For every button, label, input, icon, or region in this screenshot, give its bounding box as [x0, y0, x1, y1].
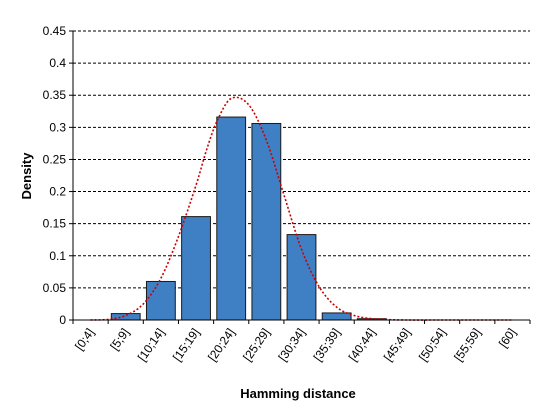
y-tick-label: 0.45: [43, 24, 67, 38]
x-tick-label: [0;4]: [72, 326, 97, 353]
x-tick-labels: [0;4] [5;9] [10;14] [15;19] [20;24] [25;29] [3…: [72, 326, 519, 364]
x-tick-label: [55;59]: [451, 326, 484, 364]
y-tick-label: 0.4: [49, 56, 66, 70]
x-tick-label: [40;44]: [346, 326, 379, 364]
y-tick-label: 0.25: [43, 152, 67, 166]
x-tick-label: [20;24]: [205, 326, 238, 364]
x-tick-label: [35;39]: [311, 326, 344, 364]
x-tick-label: [15;19]: [170, 326, 203, 364]
y-tick-label: 0.35: [43, 88, 67, 102]
y-tick-label: 0.15: [43, 217, 67, 231]
y-tick-label: 0.2: [49, 185, 66, 199]
x-tick-label: [60]: [496, 326, 519, 350]
x-tick-label: [45;49]: [381, 326, 414, 364]
x-tick-label: [30;34]: [275, 326, 308, 364]
x-tick-label: [25;29]: [240, 326, 273, 364]
bar-[35;39]: [322, 313, 351, 320]
x-axis-title: Hamming distance: [240, 386, 356, 401]
x-tick-label: [5;9]: [107, 326, 132, 353]
bar-[20;24]: [217, 117, 246, 320]
y-tick-label: 0.3: [49, 120, 66, 134]
y-tick-label: 0: [59, 313, 66, 327]
bar-[10;14]: [146, 281, 175, 320]
x-tick-label: [10;14]: [135, 326, 168, 364]
y-axis-title: Density: [19, 152, 34, 200]
bars: [111, 117, 386, 320]
bar-[15;19]: [182, 217, 211, 320]
y-tick-label: 0.1: [49, 249, 66, 263]
bar-[30;34]: [287, 235, 316, 320]
y-tick-label: 0.05: [43, 281, 67, 295]
y-tick-labels: 0 0.05 0.1 0.15 0.2 0.25 0.3 0.35 0.4 0.45: [43, 24, 67, 327]
x-tick-label: [50;54]: [416, 326, 449, 364]
bar-[25;29]: [252, 123, 281, 320]
